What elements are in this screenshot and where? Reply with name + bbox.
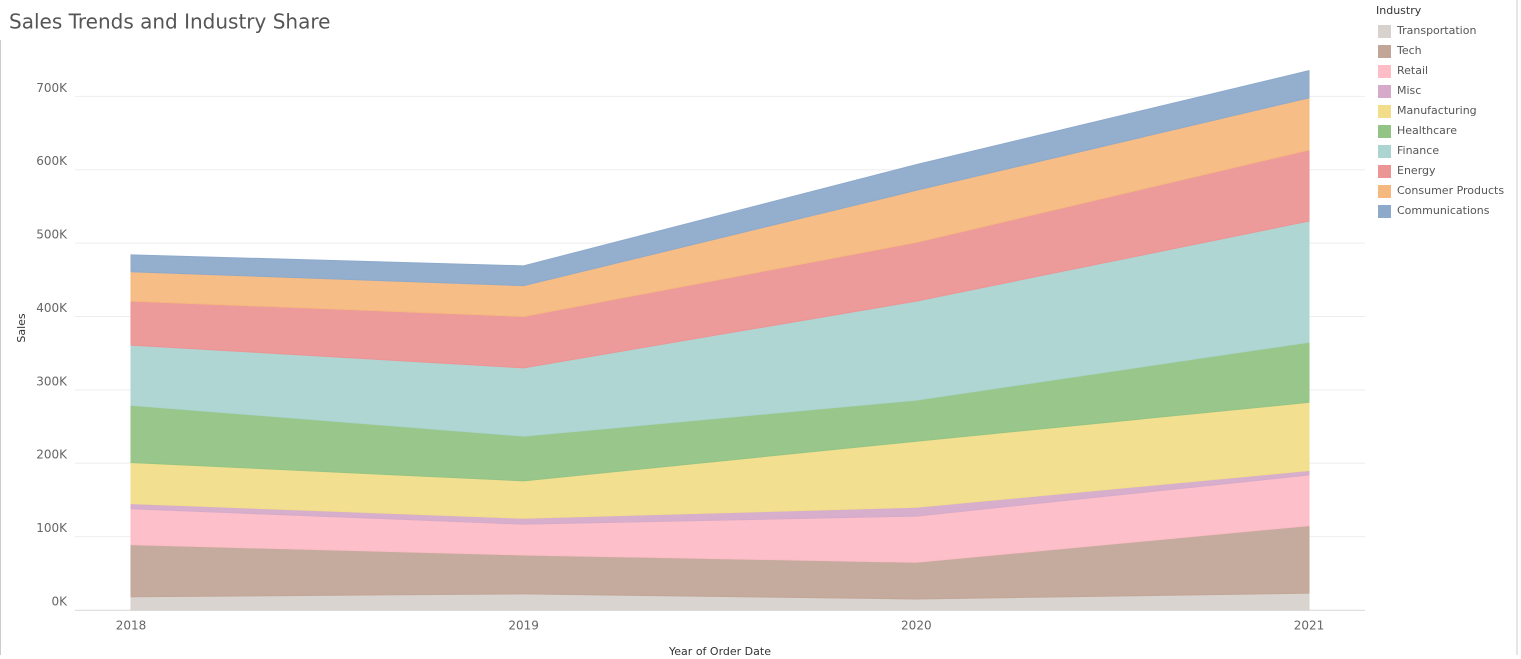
chart-title: Sales Trends and Industry Share <box>9 10 330 34</box>
x-tick-label: 2021 <box>1294 619 1325 633</box>
x-tick-label: 2019 <box>508 619 539 633</box>
legend-label: Finance <box>1397 144 1439 157</box>
legend-label: Communications <box>1397 204 1490 217</box>
legend-swatch <box>1378 25 1391 38</box>
legend-swatch <box>1378 185 1391 198</box>
y-tick-label: 500K <box>36 228 68 242</box>
y-axis-label: Sales <box>15 313 28 343</box>
legend-title: Industry <box>1376 4 1422 17</box>
legend-label: Misc <box>1397 84 1421 97</box>
legend-swatch <box>1378 65 1391 78</box>
legend-swatch <box>1378 85 1391 98</box>
legend-label: Retail <box>1397 64 1428 77</box>
legend-label: Tech <box>1396 44 1422 57</box>
x-tick-label: 2018 <box>116 619 147 633</box>
x-axis-label: Year of Order Date <box>668 645 771 655</box>
area <box>130 70 1310 287</box>
legend-label: Consumer Products <box>1397 184 1504 197</box>
legend-swatch <box>1378 205 1391 218</box>
legend-label: Transportation <box>1396 24 1476 37</box>
y-tick-label: 300K <box>36 374 68 388</box>
y-tick-label: 100K <box>36 521 68 535</box>
x-tick-label: 2020 <box>901 619 932 633</box>
legend-swatch <box>1378 105 1391 118</box>
legend-swatch <box>1378 45 1391 58</box>
y-tick-label: 0K <box>51 595 68 609</box>
legend-swatch <box>1378 165 1391 178</box>
legend-label: Healthcare <box>1397 124 1457 137</box>
y-tick-label: 400K <box>36 301 68 315</box>
legend-label: Manufacturing <box>1397 104 1477 117</box>
y-tick-label: 200K <box>36 448 68 462</box>
y-tick-label: 600K <box>36 154 68 168</box>
legend-swatch <box>1378 125 1391 138</box>
legend-swatch <box>1378 145 1391 158</box>
legend-label: Energy <box>1397 164 1436 177</box>
y-tick-label: 700K <box>36 81 68 95</box>
